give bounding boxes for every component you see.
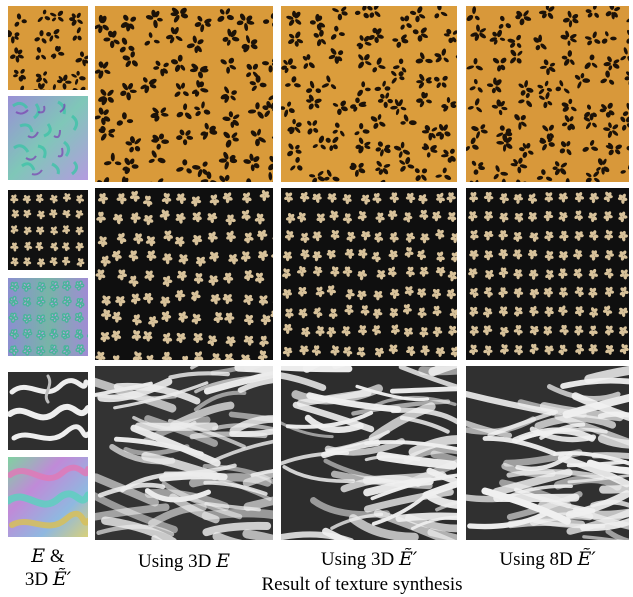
result-leopard-8d-e-tilde <box>466 6 629 182</box>
result-leopard-3d-e <box>95 6 273 182</box>
exemplar-knit-wool <box>8 190 88 270</box>
normal-map-leopard <box>8 96 88 180</box>
col2-prefix: Using 3D <box>320 549 395 570</box>
column-label-3d-e-tilde: Using 3D Ẽ′ <box>281 548 457 571</box>
label-ampersand: & <box>49 546 65 567</box>
col1-prefix: Using 3D <box>138 551 212 572</box>
exemplar-metallic-blobs <box>8 372 88 450</box>
figure-caption: Result of texture synthesis <box>261 574 463 595</box>
col3-math: Ẽ′ <box>577 548 596 570</box>
exemplar-leopard <box>8 6 88 90</box>
normal-map-knit-wool <box>8 278 88 356</box>
result-knit-wool-3d-e-tilde <box>281 188 457 360</box>
column-label-3d-e: Using 3D E <box>95 550 273 573</box>
col1-math: E <box>216 550 230 572</box>
label-math-e-tilde: Ẽ′ <box>52 568 72 590</box>
result-knit-wool-3d-e <box>95 188 273 360</box>
result-knit-wool-8d-e-tilde <box>466 188 629 360</box>
result-metallic-blobs-3d-e <box>95 366 273 540</box>
left-column-label: E & 3D Ẽ′ <box>8 545 88 591</box>
label-math-e: E <box>31 545 46 567</box>
result-metallic-blobs-3d-e-tilde <box>281 366 457 540</box>
col3-prefix: Using 8D <box>499 549 573 570</box>
result-leopard-3d-e-tilde <box>281 6 457 182</box>
label-prefix-3d: 3D <box>24 569 49 590</box>
result-metallic-blobs-8d-e-tilde <box>466 366 629 540</box>
normal-map-metallic-blobs <box>8 457 88 537</box>
col2-math: Ẽ′ <box>398 548 418 570</box>
column-label-8d-e-tilde: Using 8D Ẽ′ <box>466 548 629 571</box>
